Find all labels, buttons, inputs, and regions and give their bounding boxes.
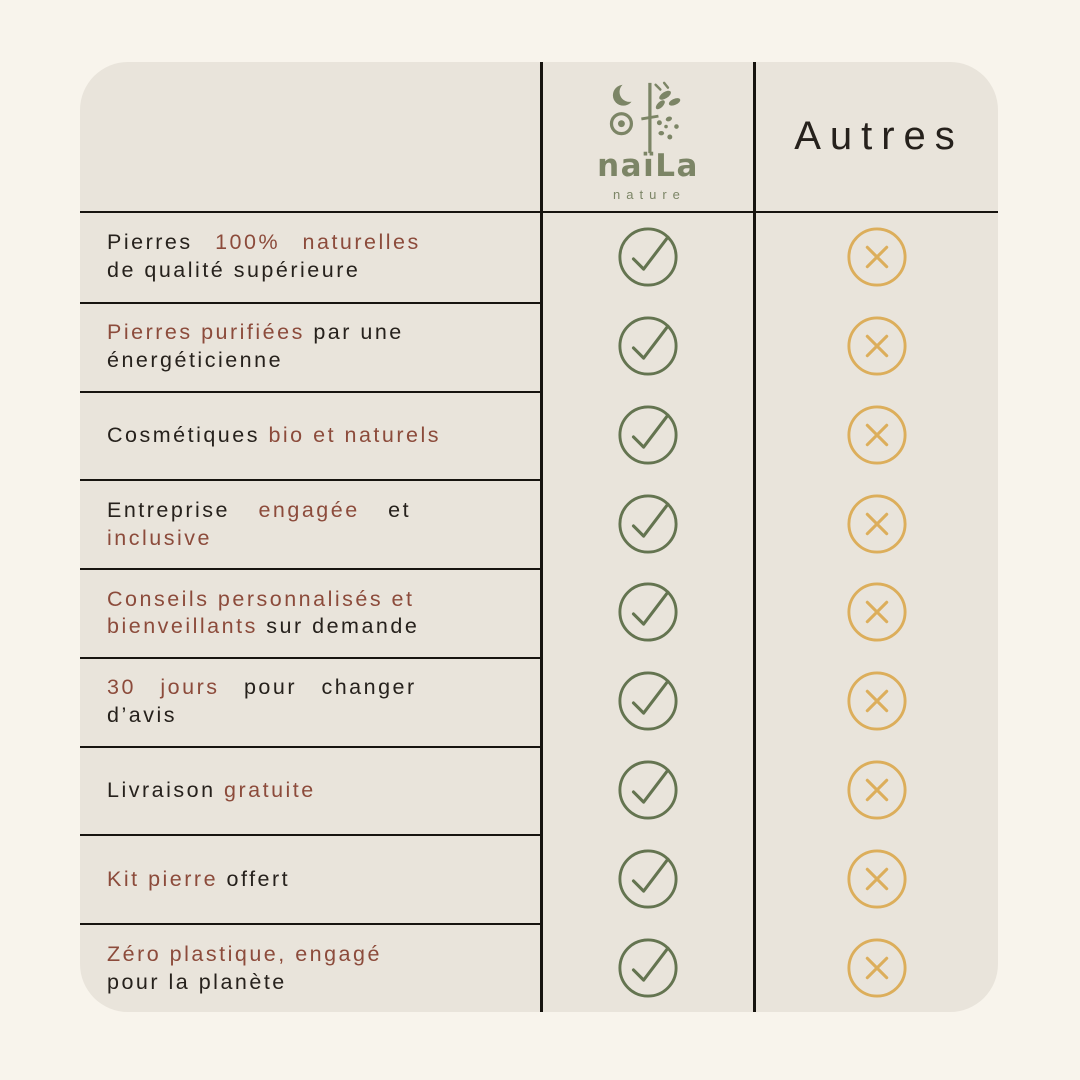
autres-value-cell [753, 923, 998, 1012]
feature-text-segment: gratuite [224, 778, 316, 802]
naila-logo: naïLa nature [597, 71, 699, 202]
naila-value-cell [540, 568, 753, 657]
cross-circle-icon [847, 494, 907, 554]
autres-value-cell [753, 479, 998, 569]
feature-text-segment: sur demande [257, 614, 420, 639]
autres-value-cell [753, 390, 998, 480]
feature-text-segment: 30 jours [107, 675, 220, 700]
cross-circle-icon [847, 227, 907, 287]
feature-cell: Kit pierre offert [80, 834, 540, 923]
cross-circle-icon [847, 405, 907, 465]
naila-value-cell [540, 745, 753, 835]
feature-cell: Pierres purifiées par une énergéticienne [80, 301, 540, 391]
cross-circle-icon [847, 849, 907, 909]
feature-text: Zéro plastique, engagé pour la planète [107, 941, 382, 997]
feature-cell: Entreprise engagée et inclusive [80, 479, 540, 568]
cross-circle-icon [847, 937, 907, 998]
autres-value-cell [753, 301, 998, 391]
feature-text: Conseils personnalisés et bienveillants s… [107, 586, 419, 642]
feature-text-segment: offert [218, 866, 291, 891]
feature-text-segment: bienveillants [107, 614, 258, 639]
feature-text-segment: bio et naturels [268, 422, 442, 447]
feature-cell: Livraison gratuite [80, 745, 540, 835]
naila-value-cell [540, 479, 753, 569]
autres-value-cell [753, 745, 998, 835]
feature-text-segment: pour la planète [107, 969, 287, 994]
check-circle-icon [618, 316, 678, 376]
feature-cell: 30 jours pour changer d’avis [80, 656, 540, 746]
feature-text-segment: et [359, 497, 412, 522]
naila-value-cell [540, 834, 753, 924]
header-brand-cell: naïLa nature [540, 62, 753, 213]
feature-text: Pierres 100% naturelles de qualité supéri… [107, 229, 421, 285]
feature-text-segment: Kit pierre [107, 866, 219, 891]
feature-text-segment: inclusive [107, 525, 212, 550]
feature-cell: Zéro plastique, engagé pour la planète [80, 923, 540, 1012]
naila-value-cell [540, 656, 753, 746]
feature-cell: Conseils personnalisés et bienveillants s… [80, 568, 540, 657]
header-empty-cell [80, 62, 540, 213]
autres-value-cell [753, 656, 998, 746]
cross-circle-icon [847, 582, 907, 642]
competitor-label: Autres [794, 114, 964, 158]
cross-circle-icon [847, 316, 907, 376]
cross-circle-icon [847, 671, 907, 731]
feature-text-segment: pour changer [219, 675, 417, 700]
feature-text-segment: Livraison [107, 778, 225, 802]
feature-text-segment: Entreprise [107, 497, 259, 522]
autres-value-cell [753, 213, 998, 302]
check-circle-icon [618, 405, 678, 465]
check-circle-icon [618, 671, 678, 731]
feature-text-segment: engagée [258, 497, 360, 522]
autres-value-cell [753, 568, 998, 657]
feature-text-segment: Pierres purifiées [107, 320, 305, 345]
naila-nature-logo-icon [609, 81, 681, 154]
feature-text-segment: par une [304, 320, 404, 345]
cross-circle-icon [847, 760, 907, 820]
check-circle-icon [618, 582, 678, 642]
naila-value-cell [540, 213, 753, 302]
feature-text-segment: Zéro plastique, engagé [107, 941, 382, 966]
feature-text: Entreprise engagée et inclusive [107, 497, 411, 553]
feature-text-segment: 100% naturelles [215, 230, 421, 255]
brand-name: naïLa [597, 148, 699, 184]
feature-cell: Pierres 100% naturelles de qualité supéri… [80, 213, 540, 302]
feature-text: Pierres purifiées par une énergéticienne [107, 319, 404, 375]
check-circle-icon [618, 760, 678, 820]
naila-value-cell [540, 390, 753, 480]
feature-text-segment: d’avis [107, 703, 177, 728]
feature-text-segment: énergéticienne [107, 348, 284, 373]
feature-text-segment: Cosmétiques [107, 422, 269, 447]
header-competitor-cell: Autres [753, 62, 998, 213]
feature-text: Livraison gratuite [107, 777, 316, 805]
feature-text: Cosmétiques bio et naturels [107, 422, 441, 450]
feature-text: 30 jours pour changer d’avis [107, 674, 417, 730]
naila-value-cell [540, 301, 753, 391]
comparison-table: naïLa nature Autres Pierres 100% naturel… [80, 62, 998, 1012]
naila-value-cell [540, 923, 753, 1012]
check-circle-icon [618, 494, 678, 554]
check-circle-icon [618, 849, 678, 909]
check-circle-icon [618, 227, 678, 287]
autres-value-cell [753, 834, 998, 924]
check-circle-icon [618, 937, 678, 998]
feature-text: Kit pierre offert [107, 866, 290, 894]
feature-text-segment: Pierres [107, 230, 216, 255]
feature-cell: Cosmétiques bio et naturels [80, 390, 540, 480]
brand-tagline: nature [613, 187, 686, 202]
feature-text-segment: de qualité supérieure [107, 258, 361, 283]
feature-text-segment: Conseils personnalisés et [107, 586, 415, 611]
